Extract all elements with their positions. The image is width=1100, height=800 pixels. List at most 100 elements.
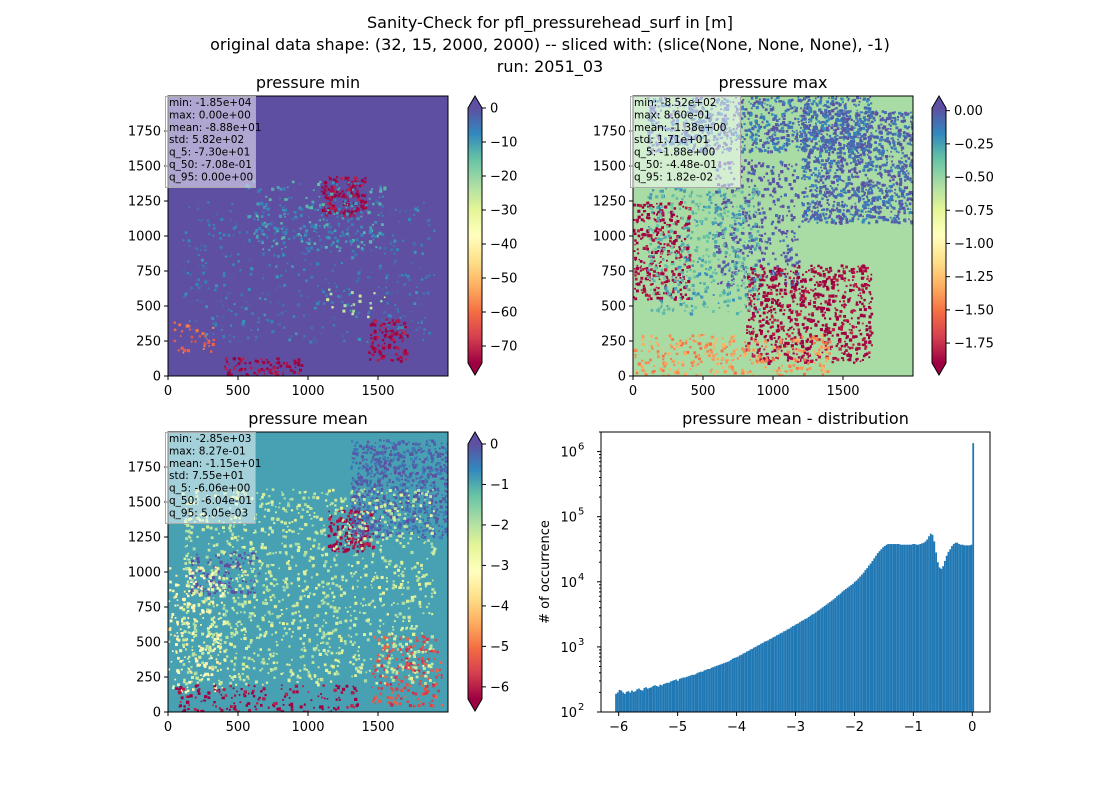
y-tick-label: 10	[560, 511, 577, 526]
histogram-bar	[634, 691, 637, 712]
histogram-bar	[850, 585, 853, 712]
y-tick-label: 500	[601, 300, 626, 315]
histogram-bar	[841, 591, 844, 712]
stats-line: q_5: -1.88e+00	[634, 147, 715, 159]
histogram-bar	[779, 633, 782, 712]
colorbar-tick-label: −0.75	[954, 204, 994, 219]
histogram-bar	[949, 549, 952, 712]
stats-line: std: 7.55e+01	[169, 470, 244, 482]
histogram-bar	[625, 691, 628, 712]
histogram-bar	[737, 656, 739, 712]
colorbar-tick-label: −70	[490, 340, 517, 355]
histogram-bar	[691, 674, 693, 712]
histogram-bar	[935, 552, 937, 712]
histogram-bar	[862, 572, 865, 712]
histogram-bar	[843, 590, 846, 712]
histogram-bar	[740, 654, 743, 712]
histogram-bar	[731, 658, 734, 712]
heatmap-region-7	[326, 288, 386, 319]
histogram-bar	[738, 655, 741, 712]
histogram-bar	[673, 680, 676, 712]
histogram-bar	[763, 641, 766, 712]
histogram-bar	[837, 594, 840, 712]
histogram-bar	[958, 544, 960, 712]
histogram-bar	[834, 598, 837, 712]
histogram-bar	[944, 560, 946, 712]
x-tick-label: 500	[691, 384, 716, 399]
stats-box	[165, 96, 256, 188]
stats-line: q_50: -7.08e-01	[169, 159, 252, 171]
y-tick-exponent: 2	[578, 702, 584, 713]
stats-line: max: 0.00e+00	[169, 109, 251, 121]
stats-line: min: -1.85e+04	[169, 97, 252, 109]
histogram-bar	[694, 674, 697, 712]
histogram-bar	[684, 677, 686, 712]
histogram-bar	[804, 618, 807, 712]
colorbar-tick-label: −1.25	[954, 270, 994, 285]
panel-title: pressure mean	[248, 409, 368, 428]
x-tick-label: 0	[164, 384, 172, 399]
histogram-bar	[951, 545, 953, 712]
histogram-bar	[700, 671, 702, 712]
histogram-bar	[963, 545, 966, 712]
colorbar-extend-min	[468, 363, 482, 375]
stats-line: q_95: 0.00e+00	[169, 171, 253, 183]
heatmap-panel-3: pressure mean 0 500 1000 1500 0 250 500 750 1000 1…	[128, 409, 509, 735]
histogram-bar	[795, 624, 798, 712]
stats-line: q_50: -4.48e-01	[634, 159, 717, 171]
stats-line: max: 8.60e-01	[634, 109, 711, 121]
histogram-bar	[806, 618, 808, 712]
histogram-bar	[712, 667, 715, 712]
y-tick-label: 1000	[128, 230, 161, 245]
histogram-bar	[631, 690, 633, 712]
x-tick-label: −3	[786, 720, 805, 735]
histogram-bar	[936, 562, 939, 712]
histogram-bar	[749, 649, 752, 712]
colorbar: 0 −10 −20 −30 −40 −50 −60 −70	[467, 95, 517, 376]
colorbar-tick-label: −0.50	[954, 171, 994, 186]
y-tick-label: 1750	[128, 125, 161, 140]
histogram-bar	[869, 563, 872, 712]
figure-title-line-2: original data shape: (32, 15, 2000, 2000…	[210, 35, 890, 54]
histogram-bar	[761, 642, 764, 712]
histogram-bar	[802, 620, 805, 712]
stats-line: q_5: -6.06e+00	[169, 483, 250, 495]
x-tick-label: 1000	[291, 720, 324, 735]
histogram-bar	[781, 632, 784, 712]
y-tick-label: 250	[136, 335, 161, 350]
histogram-bar	[832, 599, 835, 712]
histogram-bar	[910, 544, 913, 712]
histogram-bar	[726, 661, 729, 712]
colorbar-tick-label: −1	[490, 478, 509, 493]
heatmap-region-1	[320, 176, 368, 218]
histogram-bar	[760, 643, 762, 712]
stats-line: std: 1.71e+01	[634, 134, 709, 146]
histogram-bar	[758, 644, 761, 712]
histogram-bar	[814, 612, 817, 712]
histogram-bar	[892, 544, 895, 712]
histogram-bar	[855, 580, 858, 712]
y-tick-label: 10	[560, 576, 577, 591]
x-tick-label: −5	[668, 720, 687, 735]
colorbar-tick-label: 0	[490, 438, 498, 453]
histogram-bar	[677, 680, 679, 712]
histogram-bar	[682, 677, 685, 712]
histogram-bar	[908, 544, 911, 712]
colorbar-tick-label: −6	[490, 680, 509, 695]
histogram-bar	[680, 678, 683, 712]
stats-line: q_5: -7.30e+01	[169, 147, 250, 159]
heatmap-region-5	[371, 635, 444, 708]
histogram-bar	[703, 670, 706, 712]
histogram-bar	[655, 685, 658, 712]
histogram-bar	[882, 547, 884, 712]
histogram-bar	[629, 692, 632, 712]
histogram-bar	[753, 647, 755, 712]
histogram-bar	[654, 685, 656, 712]
stats-line: q_95: 5.05e-03	[169, 507, 248, 519]
histogram-bar	[926, 539, 929, 712]
y-tick-exponent: 4	[578, 572, 584, 583]
histogram-bar	[615, 693, 617, 712]
heatmap-region-5	[182, 201, 436, 344]
histogram-bar	[970, 544, 973, 712]
histogram-bar	[945, 555, 948, 712]
